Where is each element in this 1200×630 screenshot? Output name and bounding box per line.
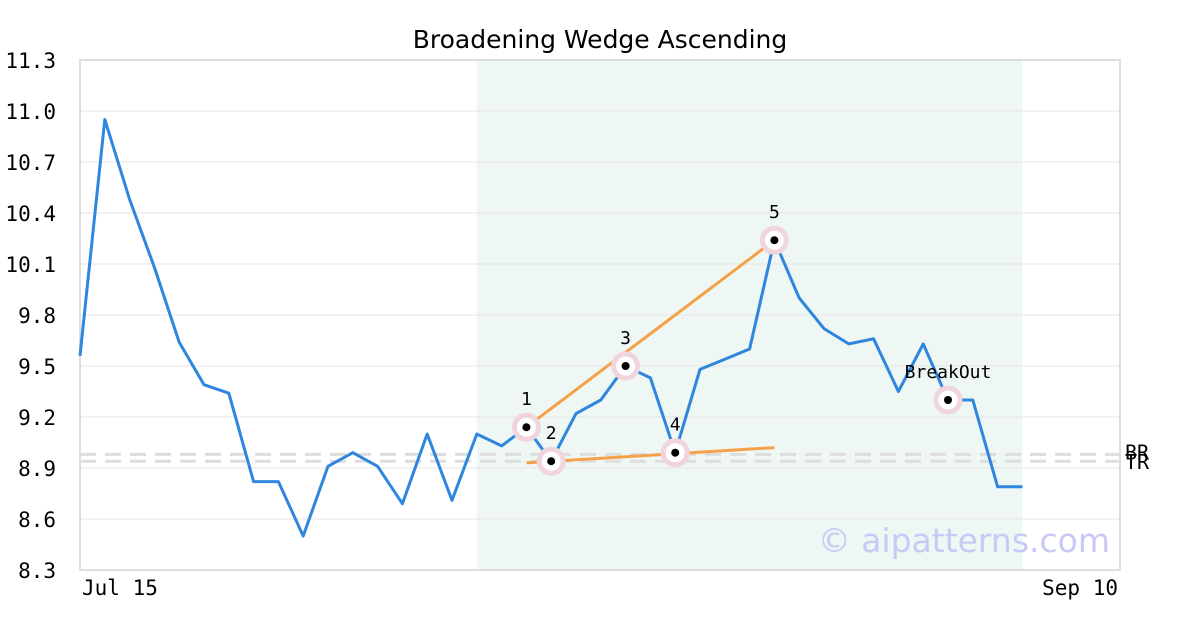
pattern-point-dot	[621, 362, 630, 370]
x-axis: Jul 15 Sep 10	[82, 576, 1118, 600]
trendlines	[525, 239, 776, 465]
pattern-point-dot	[522, 423, 531, 432]
pattern-point-label: 4	[670, 415, 681, 436]
y-tick-label: 8.6	[18, 508, 56, 532]
pattern-point-label: 3	[620, 328, 631, 349]
pattern-point-label: BreakOut	[905, 362, 992, 383]
watermark: © aipatterns.com	[818, 521, 1110, 560]
pattern-point-label: 1	[521, 389, 532, 410]
pattern-point-label: 5	[769, 202, 780, 223]
y-tick-label: 10.4	[5, 202, 56, 226]
y-tick-label: 11.3	[5, 49, 56, 73]
lower-trendline	[526, 446, 775, 465]
y-tick-label: 8.3	[18, 559, 56, 583]
pattern-point-dot	[944, 396, 952, 404]
reference-line-label-br: BR	[1125, 440, 1150, 464]
x-tick-label-start: Jul 15	[82, 576, 158, 600]
pattern-point-dot	[547, 457, 556, 466]
y-tick-label: 10.1	[5, 253, 56, 277]
reference-line-label-tr: TR	[1125, 450, 1150, 474]
y-tick-label: 9.2	[18, 406, 56, 430]
y-tick-label: 10.7	[5, 151, 56, 175]
pattern-point-dot	[671, 448, 680, 457]
chart-title: Broadening Wedge Ascending	[413, 25, 788, 54]
pattern-point-dot	[770, 236, 779, 245]
y-tick-label: 11.0	[5, 100, 56, 124]
x-tick-label-end: Sep 10	[1042, 576, 1118, 600]
y-axis: 11.3 11.0 10.7 10.4 10.1 9.8 9.5 9.2 8.9 8.6 8.3	[5, 49, 56, 583]
pattern-point-label: 2	[546, 423, 557, 444]
y-tick-label: 8.9	[18, 457, 56, 481]
plot-frame	[79, 59, 1121, 571]
y-tick-label: 9.8	[18, 304, 56, 328]
upper-trendline	[525, 239, 776, 429]
y-tick-label: 9.5	[18, 355, 56, 379]
pattern-point-markers: 12 3 4 5 BreakOut	[511, 202, 992, 476]
